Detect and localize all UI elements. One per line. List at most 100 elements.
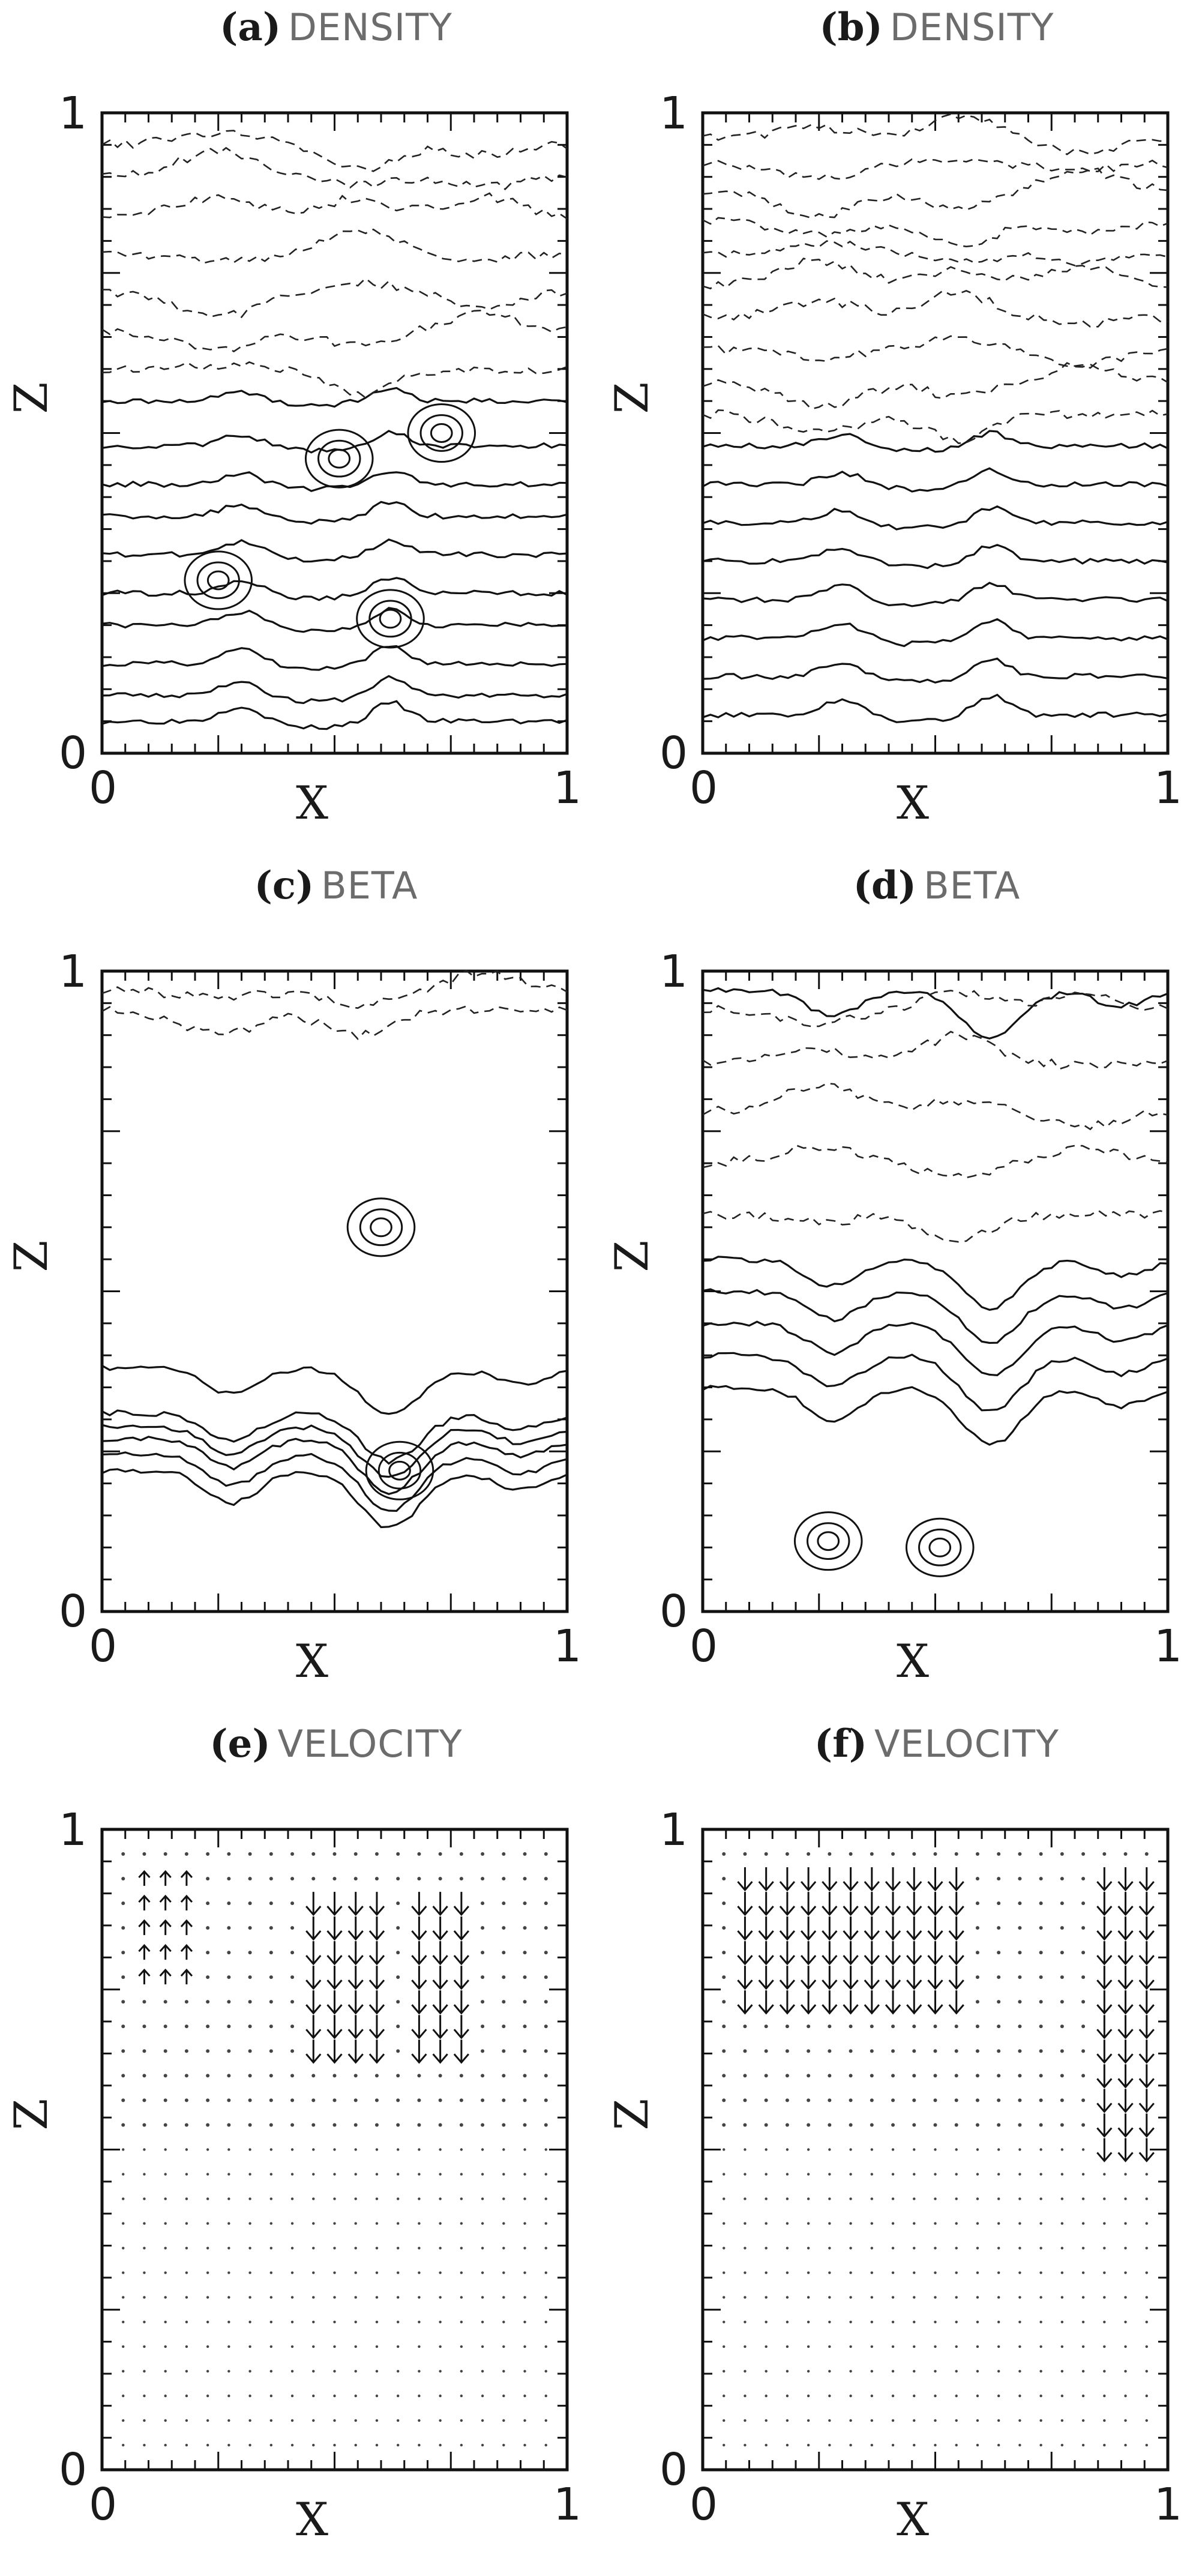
vector-dot	[1124, 2370, 1127, 2373]
vector-dot	[544, 2443, 547, 2447]
vector-dot	[785, 1852, 789, 1856]
closed-contour	[304, 429, 374, 489]
vector-dot	[396, 1951, 400, 1955]
vector-dot	[396, 2024, 400, 2029]
vector-dot	[481, 2197, 484, 2200]
vector-dot	[1103, 2296, 1106, 2299]
vector-dot	[975, 2049, 979, 2053]
vector-dot	[354, 2394, 357, 2398]
vector-arrowhead	[368, 1979, 385, 1990]
vector-dot	[912, 2049, 916, 2053]
vector-dot	[722, 2098, 726, 2102]
y-tick-label-0: 0	[59, 727, 88, 779]
vector-dot	[523, 1901, 527, 1906]
vector-dot	[1102, 1852, 1107, 1856]
vector-dot	[1145, 2173, 1148, 2176]
solid-contour	[702, 582, 1168, 607]
vector-dot	[1081, 2148, 1085, 2151]
vector-dot	[722, 2049, 726, 2053]
vector-arrowhead	[822, 1881, 838, 1892]
vector-dot	[1018, 1975, 1022, 1979]
closed-contour	[328, 448, 351, 469]
vector-dot	[502, 2049, 506, 2053]
vector-dot	[1103, 2222, 1106, 2225]
vector-dot	[744, 2370, 747, 2373]
vector-dot	[396, 2123, 400, 2127]
dashed-contour	[101, 1005, 568, 1041]
vector-dot	[396, 2222, 400, 2225]
vector-dot	[1018, 2049, 1022, 2053]
vector-dot	[481, 2394, 484, 2398]
vector-dot	[764, 2123, 768, 2127]
vector-dot	[934, 2394, 937, 2398]
vector-dot	[354, 2296, 357, 2299]
vector-dot	[290, 2246, 294, 2249]
vector-dot	[269, 2271, 273, 2274]
vector-dot	[290, 2271, 294, 2274]
vector-arrowhead	[305, 2053, 322, 2064]
vector-dot	[722, 1975, 726, 1979]
vector-dot	[396, 2197, 400, 2200]
solid-contour	[101, 700, 568, 730]
vector-arrowhead	[779, 1881, 796, 1892]
vector-dot	[544, 2024, 548, 2029]
vector-dot	[1039, 1951, 1043, 1955]
vector-dot	[786, 2370, 789, 2373]
vector-dot	[481, 1852, 485, 1856]
vector-dot	[121, 2098, 125, 2102]
vector-dot	[206, 2197, 209, 2200]
vector-dot	[164, 2246, 167, 2249]
vector-dot	[375, 2320, 379, 2323]
vector-dot	[418, 2148, 421, 2151]
vector-dot	[544, 2123, 548, 2127]
vector-dot	[723, 2370, 726, 2373]
vector-dot	[502, 2173, 505, 2176]
vector-arrowhead	[1138, 2078, 1155, 2089]
vector-dot	[870, 2394, 874, 2398]
vector-arrowhead	[180, 1943, 193, 1952]
vector-dot	[849, 2370, 852, 2373]
vector-arrowhead	[453, 1979, 470, 1990]
vector-arrowhead	[432, 1930, 448, 1941]
vector-dot	[290, 2419, 294, 2422]
vector-dot	[502, 2320, 505, 2323]
vector-dot	[544, 2074, 548, 2078]
vector-dot	[375, 2197, 379, 2200]
vector-dot	[481, 2148, 484, 2151]
vector-dot	[439, 2222, 442, 2225]
vector-dot	[248, 1877, 252, 1881]
vector-dot	[870, 2246, 874, 2249]
vector-dot	[312, 2173, 315, 2176]
vector-dot	[828, 2320, 831, 2323]
vector-dot	[975, 1951, 979, 1955]
vector-arrowhead	[138, 1894, 151, 1903]
vector-dot	[481, 2074, 485, 2078]
vector-dot	[764, 1852, 768, 1856]
vector-dot	[206, 2173, 209, 2176]
closed-contour	[196, 561, 240, 600]
vector-dot	[1103, 2345, 1106, 2349]
vector-dot	[544, 2049, 548, 2053]
x-axis-label: X	[295, 1634, 329, 1688]
vector-dot	[997, 2197, 1000, 2200]
vector-arrowhead	[432, 1979, 448, 1990]
vector-dot	[1018, 2345, 1021, 2349]
vector-arrowhead	[305, 2004, 322, 2015]
vector-arrowhead	[779, 1930, 796, 1941]
vector-dot	[785, 2049, 789, 2053]
vector-dot	[828, 2296, 831, 2299]
vector-dot	[955, 2394, 958, 2398]
vector-dot	[765, 2394, 768, 2398]
vector-arrowhead	[1096, 1930, 1113, 1941]
y-tick-label-1: 1	[660, 946, 688, 998]
vector-dot	[185, 2320, 188, 2323]
dashed-contour	[702, 167, 1168, 219]
vector-dot	[502, 2443, 505, 2447]
vector-dot	[786, 2320, 789, 2323]
y-axis-label: Z	[4, 382, 58, 414]
vector-dot	[375, 2222, 379, 2225]
vector-dot	[891, 2173, 895, 2176]
vector-dot	[333, 2345, 336, 2349]
vector-dot	[1060, 1951, 1064, 1955]
vector-dot	[997, 2271, 1000, 2274]
